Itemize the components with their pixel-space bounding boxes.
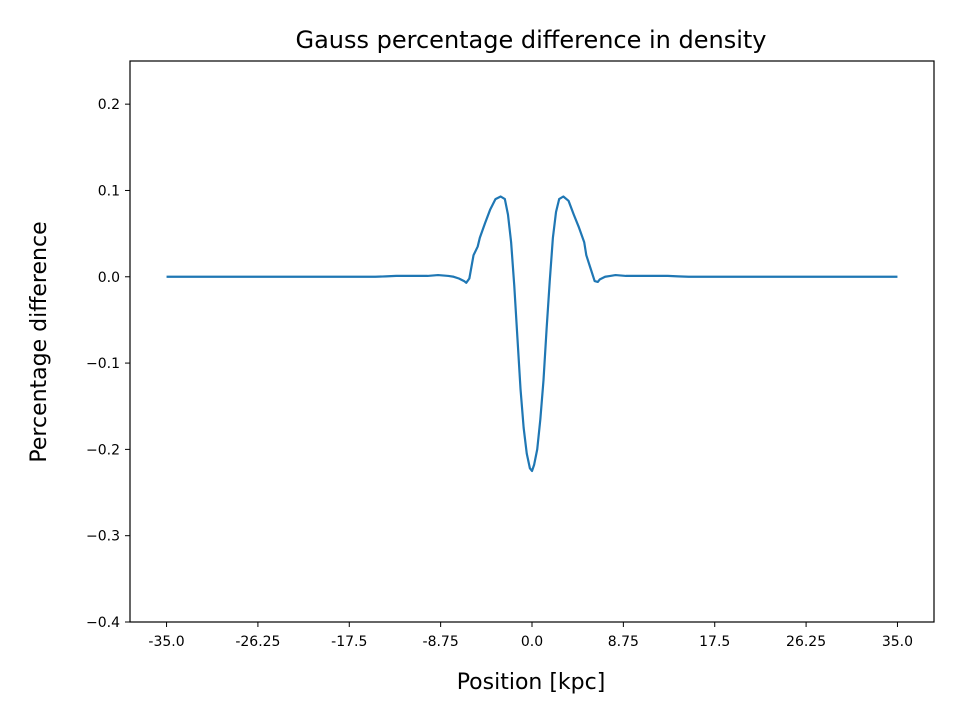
x-axis-label: Position [kpc]: [457, 670, 606, 695]
x-tick-label: 17.5: [699, 634, 730, 650]
x-tick-label: 26.25: [786, 634, 826, 650]
plot-frame: [129, 60, 935, 623]
y-tick-label: 0.2: [98, 97, 120, 113]
x-tick-label: 0.0: [521, 634, 543, 650]
x-tick-label: -17.5: [331, 634, 367, 650]
y-tick-label: 0.1: [98, 183, 120, 199]
series-line: [166, 195, 898, 473]
y-axis-label: Percentage difference: [27, 221, 52, 462]
chart-title: Gauss percentage difference in density: [295, 26, 766, 54]
y-tick-label: −0.4: [86, 615, 120, 631]
x-tick-label: -35.0: [148, 634, 184, 650]
y-tick-label: 0.0: [98, 270, 120, 286]
x-tick-label: -8.75: [423, 634, 459, 650]
x-tick-label: 35.0: [882, 634, 913, 650]
y-tick-label: −0.1: [86, 356, 120, 372]
y-axis: −0.4 −0.3 −0.2 −0.1 0.0 0.1 0.2: [86, 97, 130, 631]
y-tick-label: −0.2: [86, 442, 120, 458]
x-tick-label: -26.25: [235, 634, 280, 650]
x-axis: -35.0 -26.25 -17.5 -8.75 0.0 8.75 17.5 26.25 35.…: [148, 622, 913, 650]
x-tick-label: 8.75: [608, 634, 639, 650]
y-tick-label: −0.3: [86, 529, 120, 545]
